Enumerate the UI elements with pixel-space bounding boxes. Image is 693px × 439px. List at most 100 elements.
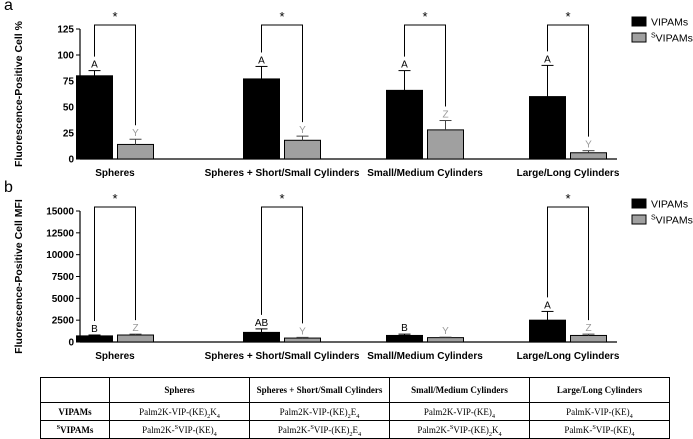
legend-label-base: VIPAMs [651,199,688,211]
stat-letter: B [91,324,98,335]
stat-letter: A [401,60,408,71]
stat-letter: Y [132,128,139,139]
y-tick-label: 15000 [46,207,74,218]
bar [386,334,423,343]
x-tick-label: Spheres + Short/Small Cylinders [205,351,360,362]
legend-label-base: VIPAMs [656,33,693,45]
bar [117,143,154,160]
significance-bracket [404,24,446,107]
bar [427,129,464,160]
x-tick-label: Small/Medium Cylinders [367,351,483,362]
bar [529,319,566,343]
table-cell: PalmK-VIP-(KE)4 [529,402,670,421]
table-cell: Palm2K-SVIP-(KE)2E4 [249,420,390,439]
table-row: VIPAMs Palm2K-VIP-(KE)2K4 Palm2K-VIP-(KE… [40,402,670,421]
stat-letter: Y [299,326,306,337]
table-cell: Palm2K-SVIP-(KE)4 [109,420,250,439]
bar [76,335,113,343]
row-label-base: VIPAMs [60,424,94,435]
legend-label: SVIPAMs [651,215,693,227]
x-tick-label: Large/Long Cylinders [517,351,620,362]
table-header-row: Spheres Spheres + Short/Small Cylinders … [40,377,670,403]
table-header-blank [40,377,110,403]
y-axis-label: Fluorescence-Positive Cell MFI [13,199,25,354]
y-tick-label: 25 [63,129,75,140]
y-tick-label: 2500 [52,316,75,327]
table-header-small-medium: Small/Medium Cylinders [389,377,530,403]
x-tick-label: Spheres + Short/Small Cylinders [205,168,360,179]
stat-letter: Y [442,326,449,337]
x-tick-label: Spheres [95,351,135,362]
y-tick-label: 0 [68,338,74,349]
bar [386,89,423,160]
table-header-spheres: Spheres [109,377,250,403]
legend-swatch [631,32,647,43]
legend-label: VIPAMs [651,17,688,29]
significance-bracket [94,24,136,126]
bar [570,152,607,160]
significance-star: * [112,191,117,206]
table-header-spheres-short: Spheres + Short/Small Cylinders [249,377,390,403]
legend-label-sup: S [651,215,656,222]
panel-label: a [4,0,13,14]
bar [570,334,607,343]
significance-star: * [279,9,284,24]
bar [529,96,566,160]
bar [117,334,154,343]
bar [284,337,321,343]
table-row: SVIPAMs Palm2K-SVIP-(KE)4 Palm2K-SVIP-(K… [40,420,670,439]
stat-letter: B [401,323,408,334]
stat-letter: Z [442,110,448,121]
significance-star: * [112,9,117,24]
stat-letter: A [544,300,551,311]
x-tick-label: Spheres [95,168,135,179]
legend-label-base: VIPAMs [651,17,688,29]
y-tick-label: 75 [63,77,75,88]
significance-bracket [547,206,589,321]
y-tick-label: 12500 [46,228,74,239]
y-tick-label: 7500 [52,272,75,283]
legend-label-base: VIPAMs [656,215,693,227]
bar [284,139,321,160]
stat-letter: A [258,55,265,66]
legend-swatch [631,198,647,209]
legend-swatch [631,16,647,27]
legend-label-sup: S [651,33,656,40]
y-axis-label: Fluorescence-Positive Cell % [13,20,25,167]
bar [76,75,113,160]
y-tick-label: 0 [68,155,74,166]
stat-letter: Y [299,125,306,136]
table-cell: PalmK-SVIP-(KE)4 [529,420,670,439]
x-tick-label: Large/Long Cylinders [517,168,620,179]
table-cell: Palm2K-VIP-(KE)2K4 [109,402,250,421]
table-cell: Palm2K-VIP-(KE)2E4 [249,402,390,421]
significance-star: * [565,9,570,24]
legend-label: VIPAMs [651,199,688,211]
bar [243,78,280,160]
significance-bracket [261,24,303,123]
significance-bracket [94,206,136,322]
bar [243,331,280,343]
y-tick-label: 100 [57,51,74,62]
significance-bracket [261,206,303,324]
stat-letter: Y [585,140,592,151]
stat-letter: AB [255,318,269,329]
formulation-table: Spheres Spheres + Short/Small Cylinders … [40,377,670,439]
table-row-label-svipams: SVIPAMs [40,420,110,439]
stat-letter: Z [585,323,591,334]
table-row-label-vipams: VIPAMs [40,402,110,421]
significance-bracket [547,24,589,137]
significance-star: * [279,191,284,206]
significance-star: * [565,191,570,206]
stat-letter: A [91,60,98,71]
significance-star: * [422,9,427,24]
legend-label: SVIPAMs [651,33,693,45]
y-tick-label: 5000 [52,294,75,305]
panel-label: b [4,179,13,196]
row-label-sup: S [56,423,61,431]
table-header-large-long: Large/Long Cylinders [529,377,670,403]
bar [427,337,464,343]
row-label-base: VIPAMs [58,406,92,417]
y-tick-label: 50 [63,103,75,114]
